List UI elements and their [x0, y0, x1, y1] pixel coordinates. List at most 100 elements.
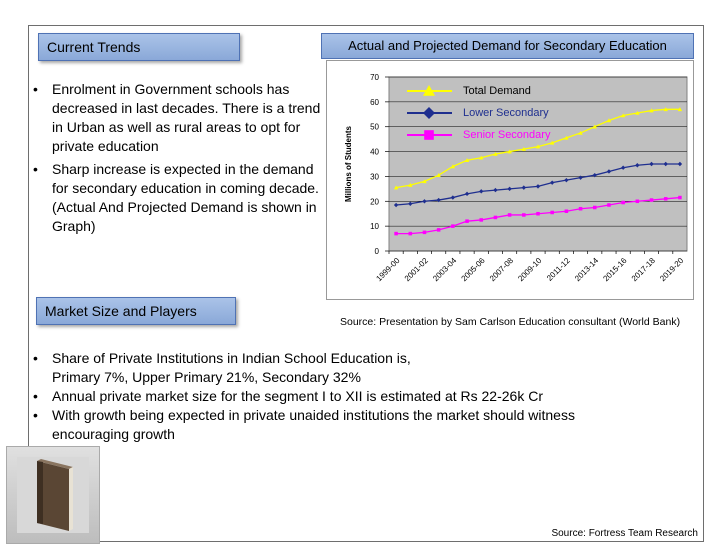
data-point: [493, 151, 498, 156]
demand-chart: 0 10 20 30 40 50 60 70 1999-00 2001-02 2003-04 2005…: [344, 73, 688, 284]
data-point: [593, 205, 597, 210]
trend-bullet: • Enrolment in Government schools has dec…: [33, 81, 321, 154]
data-point: [678, 195, 682, 200]
data-point: [394, 231, 398, 236]
data-point: [493, 215, 498, 220]
y-tick-label: 60: [370, 98, 379, 107]
data-point: [564, 135, 569, 140]
plot-area: [388, 76, 688, 252]
trend-bullet: • Sharp increase is expected in the deman…: [33, 161, 319, 234]
market-bullet-list: • Share of Private Institutions in Indian…: [28, 349, 688, 444]
x-tick-label: 2001-02: [403, 256, 431, 284]
data-point: [635, 110, 640, 115]
chart-source-note: Source: Presentation by Sam Carlson Educ…: [340, 316, 681, 328]
data-point: [649, 108, 654, 113]
data-point: [464, 158, 470, 163]
legend-marker: [423, 85, 435, 96]
market-bullet: • With growth being expected in private u…: [33, 407, 575, 442]
book-icon: [6, 446, 100, 544]
legend-marker: [424, 130, 434, 140]
slide-frame: [28, 25, 704, 542]
chart-heading: Actual and Projected Demand for Secondar…: [321, 33, 694, 59]
data-point: [522, 213, 526, 217]
bullet-icon: •: [33, 161, 38, 177]
legend-label: Senior Secondary: [463, 129, 551, 141]
y-tick-label: 30: [370, 172, 379, 181]
data-point: [663, 107, 668, 112]
data-point: [436, 228, 441, 232]
data-point: [578, 206, 583, 211]
x-tick-label: 2003-04: [431, 256, 459, 284]
data-point: [564, 209, 569, 213]
chart-container: 0 10 20 30 40 50 60 70 1999-00 2001-02 2003-04 2005…: [326, 60, 694, 300]
data-point: [663, 197, 668, 201]
data-point: [592, 124, 597, 129]
y-tick-label: 10: [370, 222, 379, 231]
y-tick-label: 20: [370, 197, 379, 206]
market-size-label: Market Size and Players: [36, 297, 236, 325]
current-trends-label: Current Trends: [38, 33, 240, 61]
x-tick-label: 2015-16: [601, 256, 629, 284]
data-point: [535, 144, 541, 149]
data-point: [677, 107, 683, 112]
data-point: [535, 184, 541, 189]
bullet-icon: •: [33, 407, 38, 423]
data-point: [464, 191, 470, 197]
data-point: [649, 198, 654, 202]
x-tick-label: 2017-18: [630, 256, 658, 284]
data-point: [422, 230, 427, 235]
data-point: [422, 179, 427, 184]
data-point: [507, 149, 512, 154]
x-tick-label: 1999-00: [374, 256, 402, 284]
data-point: [479, 218, 483, 222]
data-point: [621, 200, 625, 205]
data-point: [450, 195, 456, 200]
market-bullet: • Share of Private Institutions in Indian…: [33, 350, 411, 385]
x-tick-label: 2011-12: [545, 256, 572, 283]
data-point: [620, 113, 626, 118]
x-tick-label: 2005-06: [460, 256, 488, 284]
data-point: [635, 199, 640, 204]
data-point: [408, 182, 413, 187]
data-point: [393, 202, 399, 208]
y-axis-label: Millions of Students: [344, 125, 353, 202]
y-tick-label: 50: [370, 123, 379, 132]
footer-source-note: Source: Fortress Team Research: [551, 528, 698, 539]
x-tick-label: 2009-10: [516, 256, 544, 284]
trend-bullet-list: • Enrolment in Government schools has dec…: [28, 80, 328, 240]
x-tick-label: 2013-14: [573, 256, 601, 284]
data-point: [479, 189, 484, 194]
legend-label: Lower Secondary: [463, 107, 549, 119]
data-point: [578, 130, 583, 135]
data-point: [451, 224, 455, 228]
data-point: [536, 211, 540, 216]
x-tick-label: 2007-08: [488, 256, 516, 284]
bullet-icon: •: [33, 350, 38, 366]
data-point: [550, 210, 554, 215]
y-tick-label: 40: [370, 148, 379, 157]
data-point: [465, 219, 469, 223]
legend-label: Total Demand: [463, 85, 531, 97]
data-point: [649, 161, 654, 167]
data-point: [408, 201, 413, 206]
bullet-icon: •: [33, 388, 38, 404]
market-bullet: • Annual private market size for the segm…: [33, 388, 543, 404]
data-point: [393, 185, 399, 190]
y-tick-label: 70: [370, 73, 379, 82]
data-point: [408, 231, 413, 236]
data-point: [493, 187, 498, 193]
data-point: [607, 203, 611, 207]
data-point: [606, 169, 612, 174]
data-point: [507, 213, 512, 217]
data-point: [422, 199, 427, 204]
data-point: [479, 155, 484, 160]
y-tick-label: 0: [375, 247, 380, 256]
data-point: [549, 140, 555, 145]
data-point: [436, 172, 441, 177]
data-point: [450, 164, 456, 169]
data-point: [436, 197, 441, 203]
legend-marker: [423, 107, 435, 119]
data-point: [521, 146, 527, 151]
data-point: [606, 118, 612, 123]
x-tick-label: 2019-20: [658, 256, 686, 284]
